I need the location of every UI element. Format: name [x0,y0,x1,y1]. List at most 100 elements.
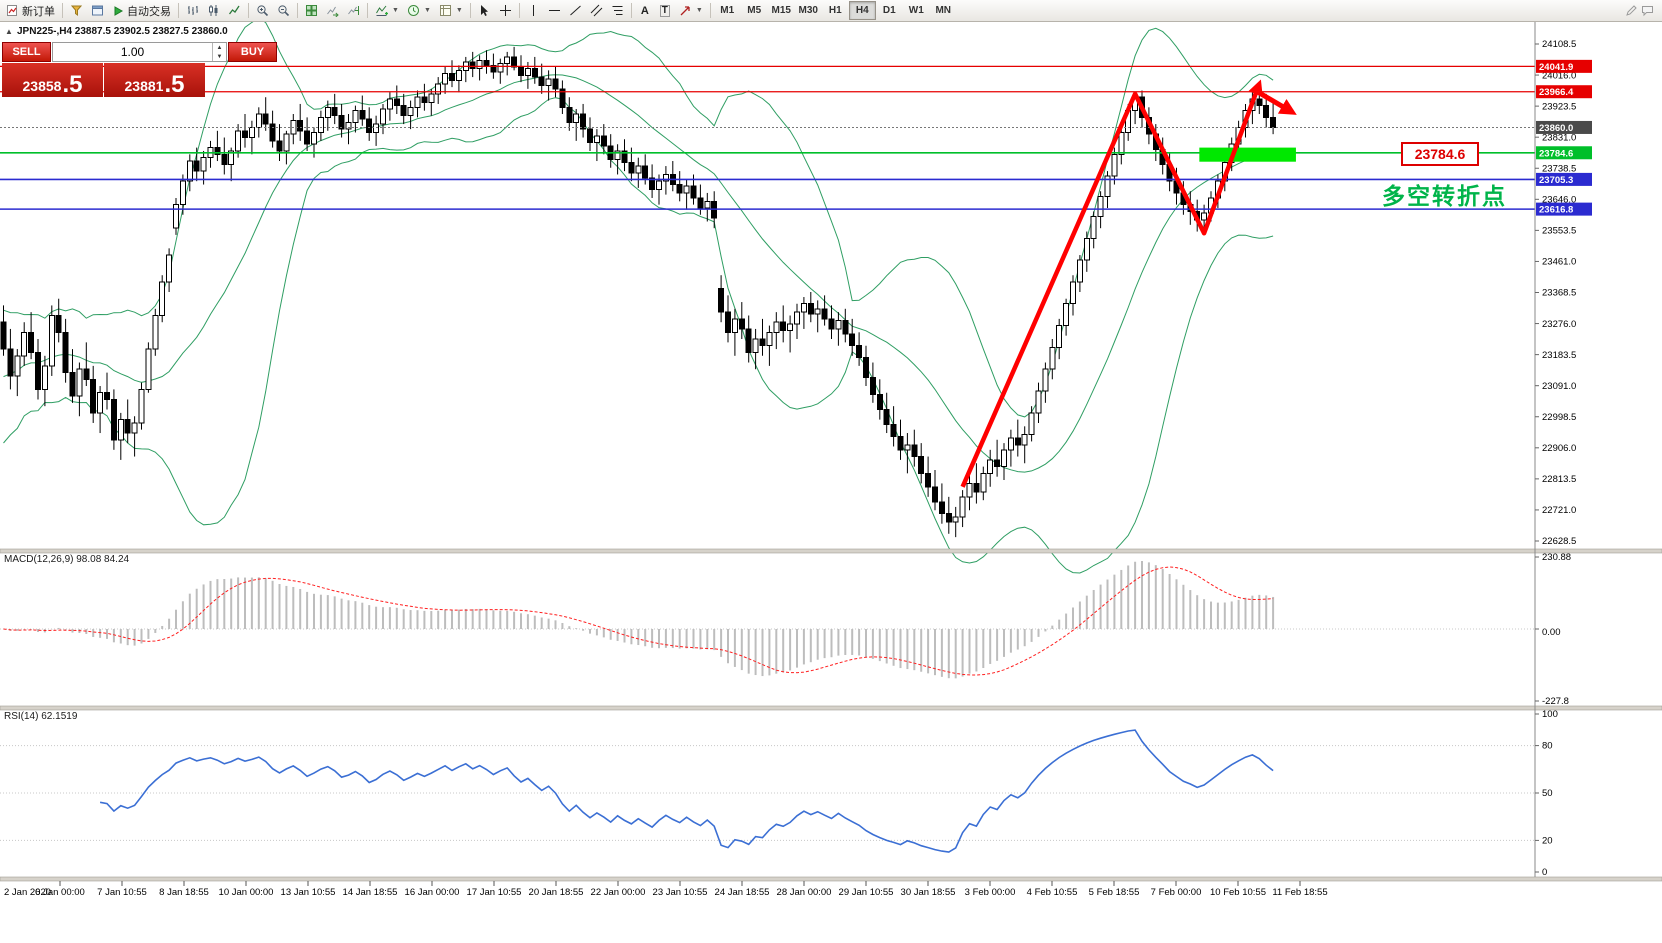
price-scale-layer: 24108.5 24016.0 23923.5 23831.0 23738.5 23646… [1535,39,1592,547]
cursor-tool-button[interactable] [474,2,495,20]
autotrading-button[interactable]: 自动交易 [108,2,175,20]
toolbar-separator [518,3,520,18]
vertical-line-icon [527,4,540,17]
timeframe-mn-button[interactable]: MN [935,5,952,16]
chat-icon[interactable] [1641,5,1654,17]
panel-separator [0,705,1662,711]
volume-input[interactable] [53,43,212,61]
tile-windows-icon [305,4,318,17]
volume-spinner: ▲ ▼ [212,43,226,61]
timeframe-h4-button[interactable]: H4 [848,1,876,20]
svg-text:10 Feb 10:55: 10 Feb 10:55 [1210,887,1266,898]
trend-arrows-layer [960,79,1297,488]
tile-windows-button[interactable] [301,2,322,20]
text-tool-button[interactable]: A [635,2,655,20]
autotrading-label: 自动交易 [127,5,171,18]
price-tag [1536,146,1592,160]
svg-text:14 Jan 18:55: 14 Jan 18:55 [343,887,398,898]
timeframe-m30-button[interactable]: M30 [798,5,818,16]
buy-button[interactable]: BUY [228,42,277,62]
toolbar-separator [62,3,63,18]
svg-text:28 Jan 00:00: 28 Jan 00:00 [777,887,832,898]
toolbar-separator [297,3,298,18]
templates-button[interactable]: ▼ [435,2,467,20]
arrows-tool-button[interactable]: ▼ [675,2,707,20]
chart-canvas[interactable]: 24108.5 24016.0 23923.5 23831.0 23738.5 23646… [0,22,1662,943]
buy-price-int: 23881 [124,77,164,94]
timeframe-d1-button[interactable]: D1 [882,5,896,16]
svg-text:23860.0: 23860.0 [1539,123,1573,134]
pencil-icon[interactable] [1625,4,1637,17]
sell-button[interactable]: SELL [2,42,51,62]
horizontal-line-tool-button[interactable] [544,2,565,20]
periods-button[interactable]: ▼ [403,2,435,20]
timeframe-m1-button[interactable]: M1 [720,5,735,16]
timeframe-m5-button[interactable]: M5 [747,5,762,16]
data-window-button[interactable] [87,2,108,20]
vertical-line-tool-button[interactable] [523,2,544,20]
macd-layer: 230.88 0.00 -227.8 [0,552,1571,707]
buy-price-panel[interactable]: 23881 .5 [104,63,205,97]
svg-text:23923.5: 23923.5 [1542,101,1576,112]
buy-price-frac: .5 [164,70,185,98]
toolbar-separator [367,3,368,18]
timeframe-h1-button[interactable]: H1 [828,5,842,16]
volume-down-icon[interactable]: ▼ [216,53,223,60]
templates-icon [439,4,452,17]
svg-text:22 Jan 00:00: 22 Jan 00:00 [591,887,646,898]
market-watch-button[interactable] [66,2,87,20]
trendline-tool-button[interactable] [565,2,586,20]
line-chart-mode-button[interactable] [224,2,245,20]
price-callout-label[interactable]: 23784.6 [1401,142,1479,166]
candles-layer [0,46,1277,538]
auto-scroll-button[interactable] [322,2,343,20]
fibonacci-tool-button[interactable] [607,2,628,20]
candlestick-mode-button[interactable] [203,2,224,20]
channel-icon [590,4,603,17]
svg-text:13 Jan 10:55: 13 Jan 10:55 [281,887,336,898]
svg-text:22721.0: 22721.0 [1542,505,1576,516]
svg-text:230.88: 230.88 [1542,552,1571,563]
svg-text:23368.5: 23368.5 [1542,288,1576,299]
one-click-collapse-icon[interactable]: ▲ [5,27,13,36]
highlight-rect [1199,147,1296,162]
toolbar: 新订单 自动交易 ▼ ▼ ▼ [0,0,1662,22]
svg-text:24016.0: 24016.0 [1542,70,1576,81]
new-order-icon [6,4,19,17]
rsi-layer: 100 80 50 20 0 [0,709,1558,878]
price-tag [1536,202,1592,216]
svg-text:20 Jan 18:55: 20 Jan 18:55 [529,887,584,898]
bar-chart-mode-button[interactable] [182,2,203,20]
toolbar-separator [248,3,249,18]
indicators-button[interactable]: ▼ [371,2,403,20]
svg-text:22628.5: 22628.5 [1542,536,1576,547]
svg-text:-227.8: -227.8 [1542,696,1569,707]
new-order-button[interactable]: 新订单 [2,2,59,20]
label-tool-button[interactable]: T [655,2,675,20]
timeframe-m15-button[interactable]: M15 [771,5,791,16]
svg-text:4 Feb 10:55: 4 Feb 10:55 [1027,887,1078,898]
svg-text:50: 50 [1542,788,1553,799]
symbol-ohlc-header: JPN225-,H4 23887.5 23902.5 23827.5 23860… [17,26,228,37]
svg-text:23705.3: 23705.3 [1539,175,1573,186]
svg-text:23 Jan 10:55: 23 Jan 10:55 [653,887,708,898]
svg-text:29 Jan 10:55: 29 Jan 10:55 [839,887,894,898]
sell-price-panel[interactable]: 23858 .5 [2,63,103,97]
svg-text:20: 20 [1542,835,1553,846]
channel-tool-button[interactable] [586,2,607,20]
price-scale[interactable] [1535,22,1662,877]
crosshair-tool-button[interactable] [495,2,516,20]
time-scale[interactable] [0,880,1662,943]
toolbar-separator [469,3,471,18]
chart-shift-button[interactable] [343,2,364,20]
zoom-out-button[interactable] [273,2,294,20]
volume-up-icon[interactable]: ▲ [216,44,223,51]
turning-point-annotation[interactable]: 多空转折点 [1382,183,1507,209]
timeframe-w1-button[interactable]: W1 [908,5,924,16]
panel-separators [0,22,1662,882]
zoom-in-button[interactable] [252,2,273,20]
dropdown-caret-icon: ▼ [423,7,431,14]
auto-scroll-icon [326,4,339,17]
